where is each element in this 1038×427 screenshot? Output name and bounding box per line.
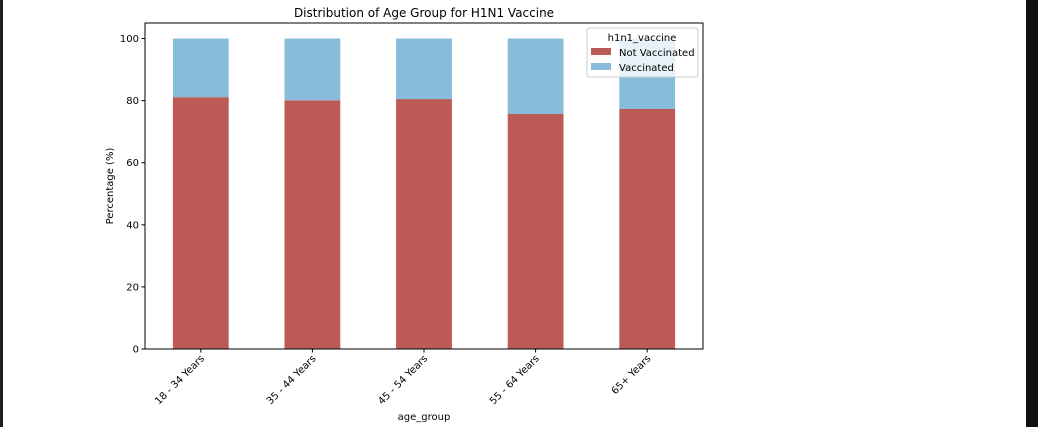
legend-swatch-vaccinated (591, 63, 611, 70)
y-axis-label: Percentage (%) (105, 148, 116, 225)
legend-box (586, 27, 699, 78)
bar-not-vaccinated-65-years (619, 109, 676, 349)
x-axis: 18 - 34 Years 35 - 44 Years 45 - 54 Years 5… (153, 349, 653, 407)
legend-label-not-vaccinated: Not Vaccinated (619, 48, 695, 59)
x-tick-label: 55 - 64 Years (488, 353, 542, 407)
legend-swatch-not-vaccinated (591, 48, 611, 55)
bar-vaccinated-35-44-years (284, 38, 341, 101)
bar-not-vaccinated-18-34-years (172, 97, 229, 349)
bar-not-vaccinated-45-54-years (396, 99, 452, 349)
bars-group (172, 38, 676, 349)
legend: h1n1_vaccine Not Vaccinated Vaccinated (586, 27, 699, 78)
bar-not-vaccinated-35-44-years (284, 100, 341, 349)
legend-title: h1n1_vaccine (608, 33, 677, 44)
x-tick-label: 35 - 44 Years (265, 353, 319, 407)
x-tick-label: 65+ Years (610, 353, 654, 397)
bar-vaccinated-18-34-years (172, 38, 229, 98)
y-tick-label: 20 (126, 282, 139, 293)
window-border-right (1026, 0, 1038, 427)
chart-title: Distribution of Age Group for H1N1 Vacci… (294, 6, 554, 20)
y-axis: 0 20 40 60 80 100 (120, 34, 145, 356)
y-tick-label: 80 (126, 96, 139, 107)
bar-not-vaccinated-55-64-years (507, 113, 564, 349)
y-tick-label: 40 (126, 220, 139, 231)
legend-label-vaccinated: Vaccinated (619, 63, 674, 74)
y-tick-label: 0 (133, 345, 139, 356)
x-axis-label: age_group (398, 412, 451, 423)
x-tick-label: 45 - 54 Years (376, 353, 430, 407)
y-tick-label: 60 (126, 158, 139, 169)
bar-vaccinated-45-54-years (396, 38, 452, 100)
y-tick-label: 100 (120, 34, 139, 45)
x-tick-label: 18 - 34 Years (153, 353, 207, 407)
window-border-left (0, 0, 3, 427)
bar-vaccinated-55-64-years (507, 38, 564, 114)
